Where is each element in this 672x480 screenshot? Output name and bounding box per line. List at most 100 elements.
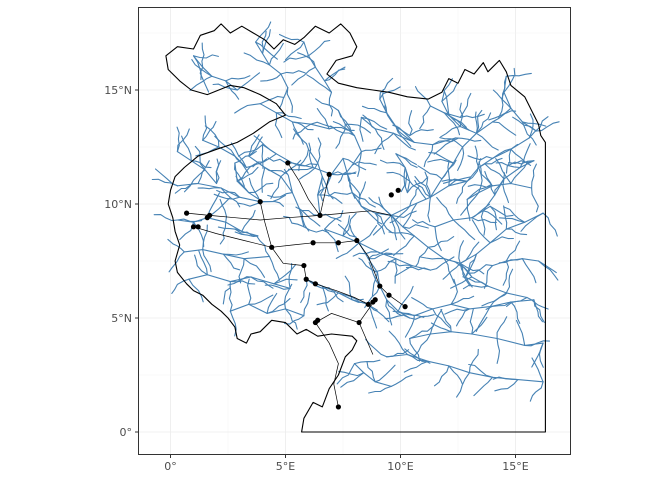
route-line [358,322,374,355]
river [429,121,494,198]
tributary [225,80,240,100]
tributary [365,338,388,358]
tributary [468,363,494,378]
tributary [306,74,333,93]
tributary [278,87,289,109]
tributary [468,264,494,274]
tributary [433,137,457,155]
tributary [344,123,372,134]
y-tick-label: 0° [120,426,133,439]
tributary [441,159,457,180]
tributary [388,330,408,356]
tributary [409,337,421,362]
tributary [495,162,521,169]
tributary [478,161,494,187]
tributary [358,225,378,244]
tributary [235,175,250,194]
river [337,109,363,166]
tributary [202,120,217,141]
tributary [357,151,362,177]
tributary [533,299,545,323]
plot-frame [138,7,571,455]
tributary [429,308,443,335]
tributary [460,192,480,216]
tributary [510,301,521,324]
tributary [367,303,378,329]
site-point [257,199,263,205]
tributary [404,315,415,338]
tributary [450,278,458,305]
tributary [488,107,512,121]
tributary [386,299,403,317]
tributary [287,166,314,171]
tributary [508,160,535,166]
tributary [390,374,413,387]
tributary [299,162,319,180]
tributary [505,240,521,262]
tributary [403,360,429,373]
tributary [315,98,339,112]
river [176,151,218,185]
tributary [261,144,264,170]
tributary [228,285,233,312]
tributary [510,160,529,185]
tributary [414,179,431,198]
tributary [414,86,431,107]
tributary [234,231,259,238]
tributary [456,180,468,204]
route-line [287,162,321,216]
tributary [368,385,392,394]
tributary [300,278,308,304]
tributary [392,310,415,317]
site-point [285,160,291,166]
tributary [344,275,353,301]
tributary [531,342,544,368]
tributary [181,135,192,162]
site-point [335,240,341,246]
tributary [374,364,396,383]
tributary [250,276,274,289]
tributary [537,260,559,281]
river [413,299,535,317]
x-tick-label: 0° [164,460,177,473]
tributary [411,297,434,310]
site-point [184,210,190,216]
tributary [397,285,414,312]
tributary [360,147,382,153]
tributary [367,303,390,323]
tributary [216,189,241,198]
tributary [264,284,291,290]
tributary [474,145,480,169]
site-point [190,224,197,230]
tributary [292,123,312,140]
tributary [367,252,393,260]
tributary [194,145,206,171]
x-tick-label: 10°E [387,460,413,473]
river [324,228,431,271]
tributary [385,299,393,326]
tributary [491,143,519,159]
tributary [362,114,376,130]
tributary [358,181,367,207]
tributary [384,314,411,320]
tributary [237,144,264,157]
tributary [393,235,415,257]
tributary [248,177,261,203]
tributary [379,159,406,169]
tributary [489,292,508,308]
site-point [365,301,371,307]
tributary [328,91,334,117]
tributary [526,296,549,310]
tributary [404,348,429,362]
river [303,41,333,93]
tributary [374,212,393,234]
tributary [189,75,213,91]
tributary [266,292,278,314]
tributary [192,54,219,59]
tributary [444,308,471,315]
y-tick-label: 15°N [104,84,132,97]
tributary [255,41,278,60]
tributary [390,214,398,241]
tributary [378,196,392,216]
tributary [395,153,417,166]
